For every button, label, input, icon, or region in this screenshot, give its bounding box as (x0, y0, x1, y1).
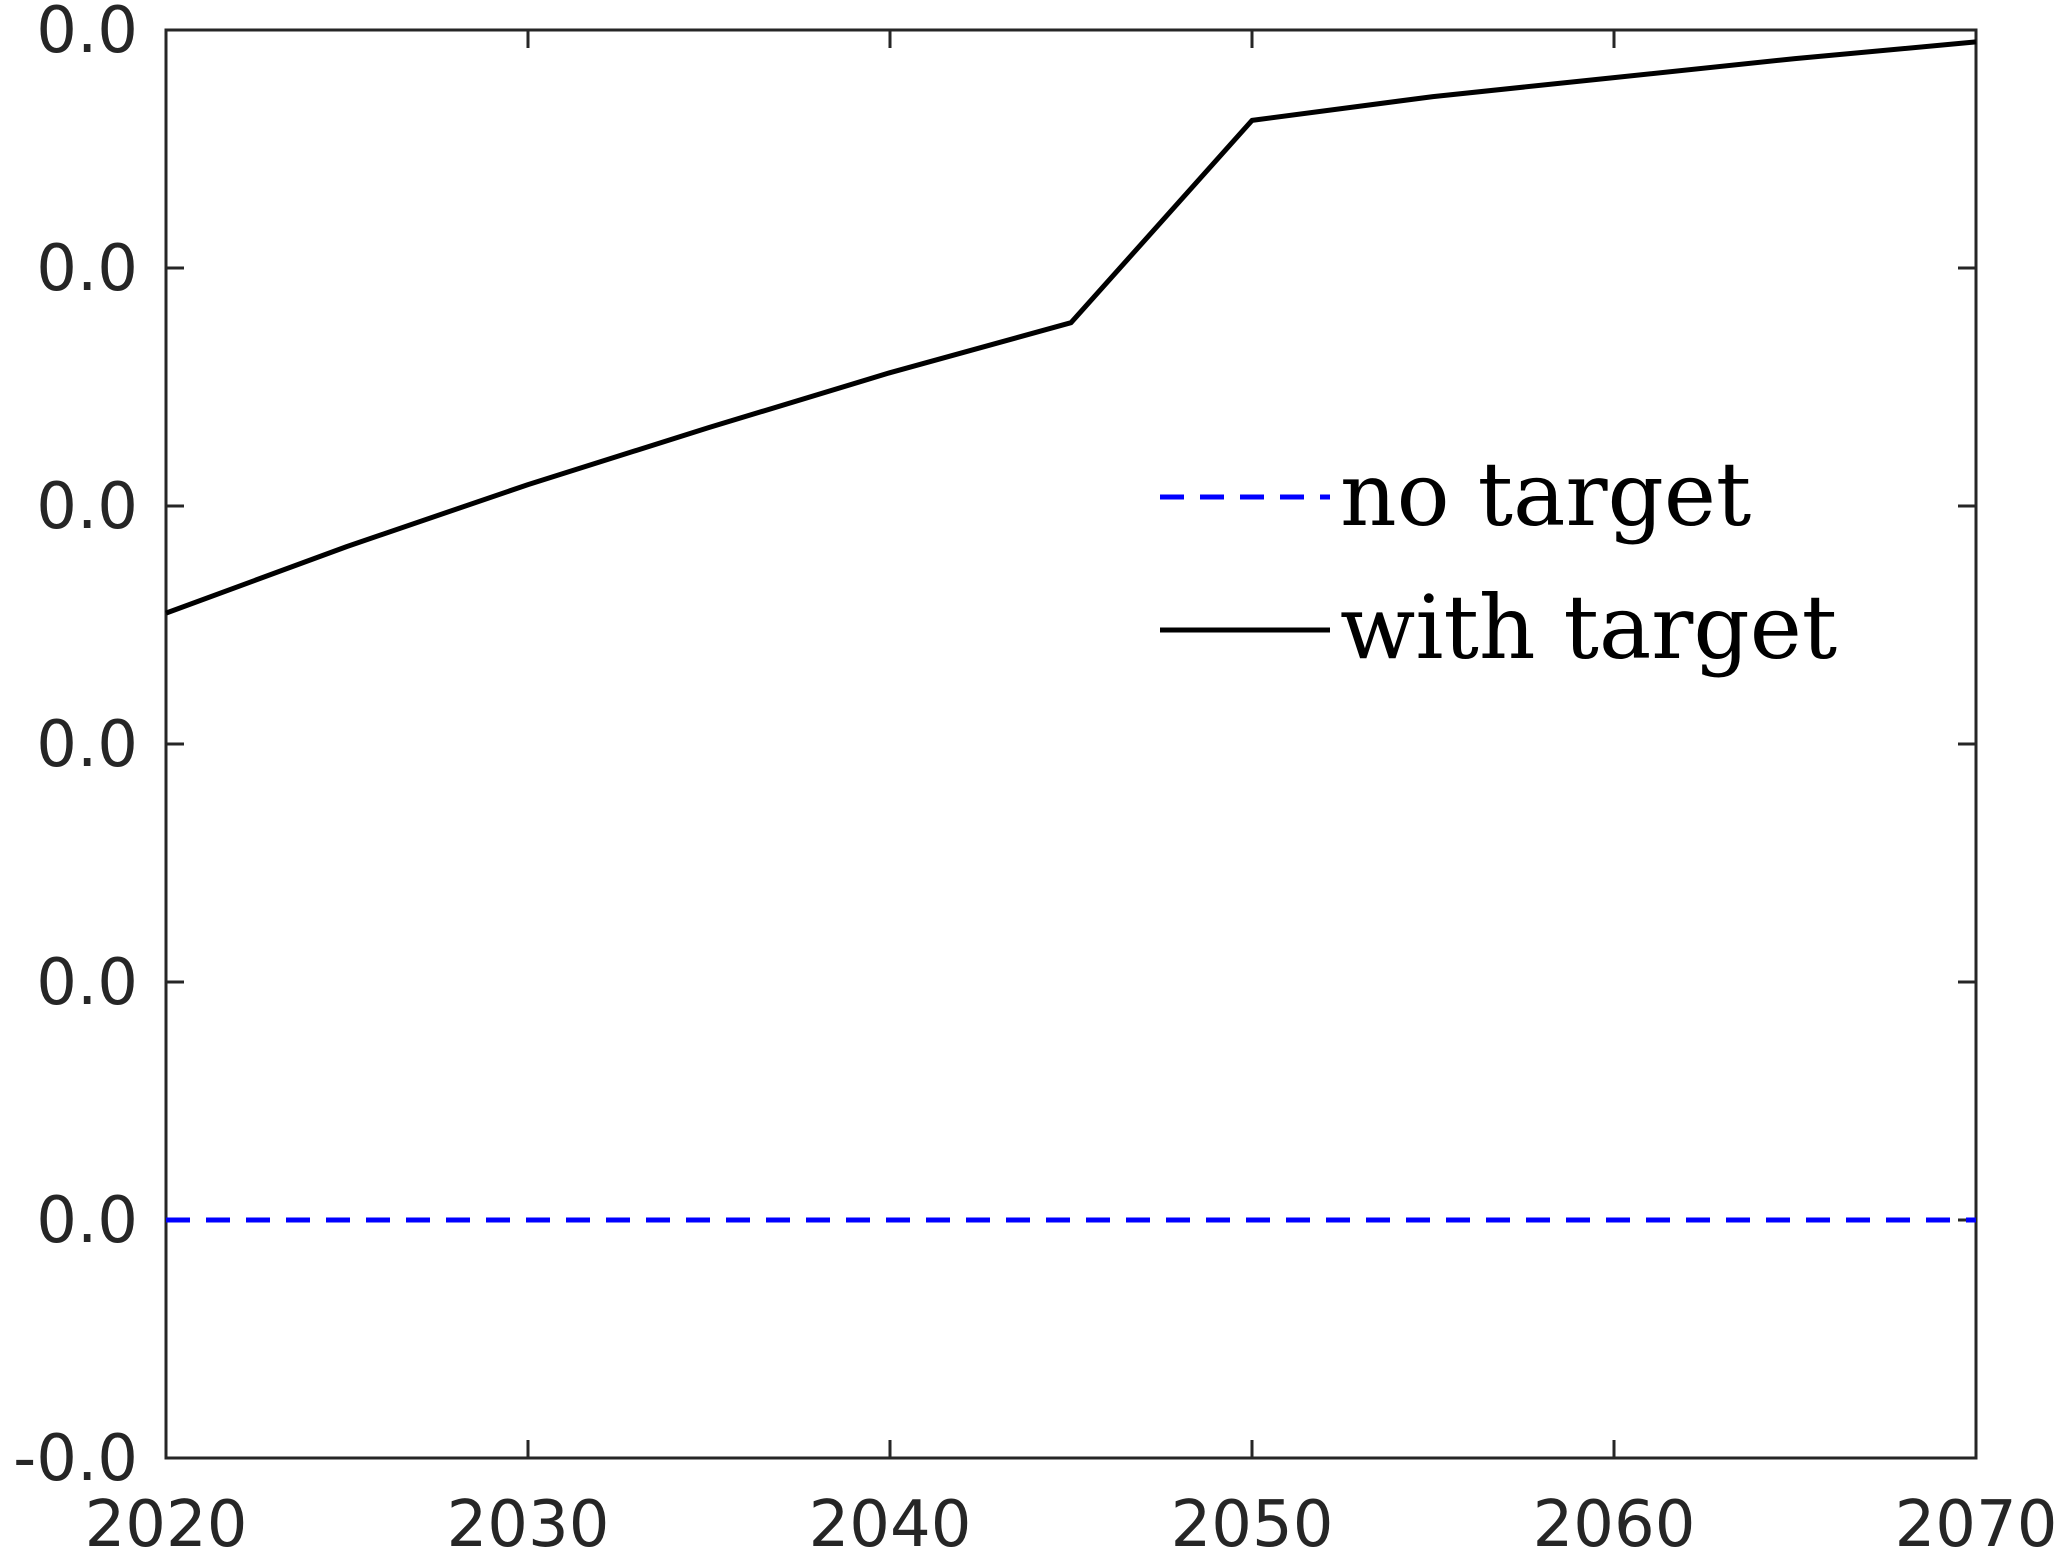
series-line-with-target (165, 39, 1977, 616)
x-tick-label: 2070 (1895, 1488, 2058, 1554)
axes-frame (164, 28, 1978, 1460)
legend-label: with target (1340, 576, 1837, 679)
plot-area-border (164, 28, 1978, 1460)
y-tick-label: 0.0 (36, 470, 138, 544)
y-tick-label: 0.0 (36, 1184, 138, 1258)
x-tick-label: 2020 (85, 1488, 248, 1554)
x-tick-label: 2040 (809, 1488, 972, 1554)
y-tick-label: 0.0 (36, 946, 138, 1020)
x-tick-label: 2030 (447, 1488, 610, 1554)
legend-label: no target (1340, 443, 1751, 546)
y-tick-label: -0.0 (13, 1422, 138, 1496)
y-tick-label: 0.0 (36, 708, 138, 782)
x-tick-label: 2060 (1533, 1488, 1696, 1554)
axis-ticks: 2020 2030 2040 2050 2060 2070 -0.0 0.0 0.0 0.0 0.0… (13, 0, 2057, 1554)
legend: no target with target (1160, 443, 1837, 679)
y-tick-label: 0.0 (36, 232, 138, 306)
y-tick-label: 0.0 (36, 0, 138, 68)
series-layer (165, 39, 1977, 1223)
x-tick-label: 2050 (1171, 1488, 1334, 1554)
